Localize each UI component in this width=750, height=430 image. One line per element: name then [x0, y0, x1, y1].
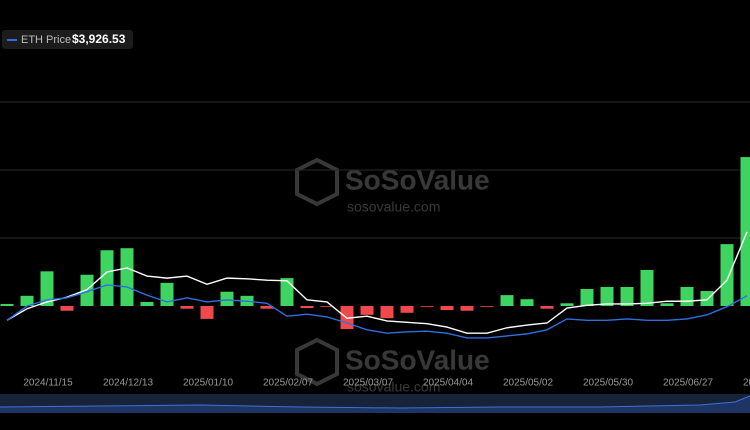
- bar: [680, 286, 694, 306]
- bar: [560, 303, 574, 306]
- bar: [320, 306, 334, 307]
- bar: [460, 306, 474, 311]
- bar: [140, 301, 154, 306]
- bar: [600, 286, 614, 306]
- watermark-site: sosovalue.com: [347, 379, 440, 395]
- legend-label: ETH Price: [21, 34, 71, 46]
- series-line: [6, 284, 748, 339]
- navigator-line: [0, 395, 750, 409]
- bar: [740, 157, 750, 306]
- bar: [40, 271, 54, 306]
- grid: [0, 101, 750, 239]
- x-tick-label: 2025/01/10: [183, 378, 233, 389]
- bar: [580, 289, 594, 306]
- series-line: [6, 231, 748, 334]
- watermark-brand: SoSoValue: [345, 344, 490, 375]
- x-tick-label: 2024/12/13: [103, 378, 153, 389]
- bar: [520, 299, 534, 306]
- bar: [280, 278, 294, 306]
- x-tick-label: 2025/04/04: [423, 378, 473, 389]
- x-tick-label: 2025/05/02: [503, 378, 553, 389]
- x-tick-label: 2025/03/07: [343, 378, 393, 389]
- bar: [300, 306, 314, 309]
- bar: [400, 306, 414, 313]
- bar: [180, 306, 194, 309]
- bar: [260, 306, 274, 309]
- navigator-area: [0, 396, 750, 413]
- x-tick-label: 2025/07/25: [743, 378, 750, 389]
- bar: [620, 286, 634, 306]
- bar: [440, 306, 454, 311]
- bar: [220, 291, 234, 306]
- legend: ETH Price $3,926.53: [2, 30, 133, 49]
- bar: [720, 244, 734, 306]
- x-tick-label: 2025/02/07: [263, 378, 313, 389]
- x-tick-label: 2025/06/27: [663, 378, 713, 389]
- bar: [60, 306, 74, 311]
- bar: [480, 306, 494, 307]
- bar: [540, 306, 554, 309]
- bar: [200, 306, 214, 319]
- lines: [6, 231, 748, 339]
- bars: [0, 157, 750, 330]
- bar: [420, 306, 434, 307]
- bar: [380, 306, 394, 319]
- x-tick-label: 2024/11/15: [23, 378, 73, 389]
- legend-box: [2, 30, 133, 49]
- watermark-logo: [295, 337, 339, 387]
- bar: [660, 303, 674, 306]
- watermark-site: sosovalue.com: [347, 199, 440, 215]
- bar: [500, 295, 514, 306]
- bar: [20, 295, 34, 306]
- legend-value: $3,926.53: [72, 32, 126, 46]
- bar: [100, 250, 114, 306]
- bar: [360, 306, 374, 315]
- x-tick-label: 2025/05/30: [583, 378, 633, 389]
- watermark: SoSoValue sosovalue.com: [295, 337, 490, 395]
- bar: [640, 269, 654, 306]
- bar: [0, 303, 14, 306]
- navigator: [0, 394, 750, 413]
- bar: [700, 291, 714, 306]
- watermark-brand: SoSoValue: [345, 164, 490, 195]
- x-axis: 2024/11/15 2024/12/13 2025/01/10 2025/02/07…: [23, 378, 750, 389]
- bar: [120, 248, 134, 306]
- watermark-logo: [295, 157, 339, 207]
